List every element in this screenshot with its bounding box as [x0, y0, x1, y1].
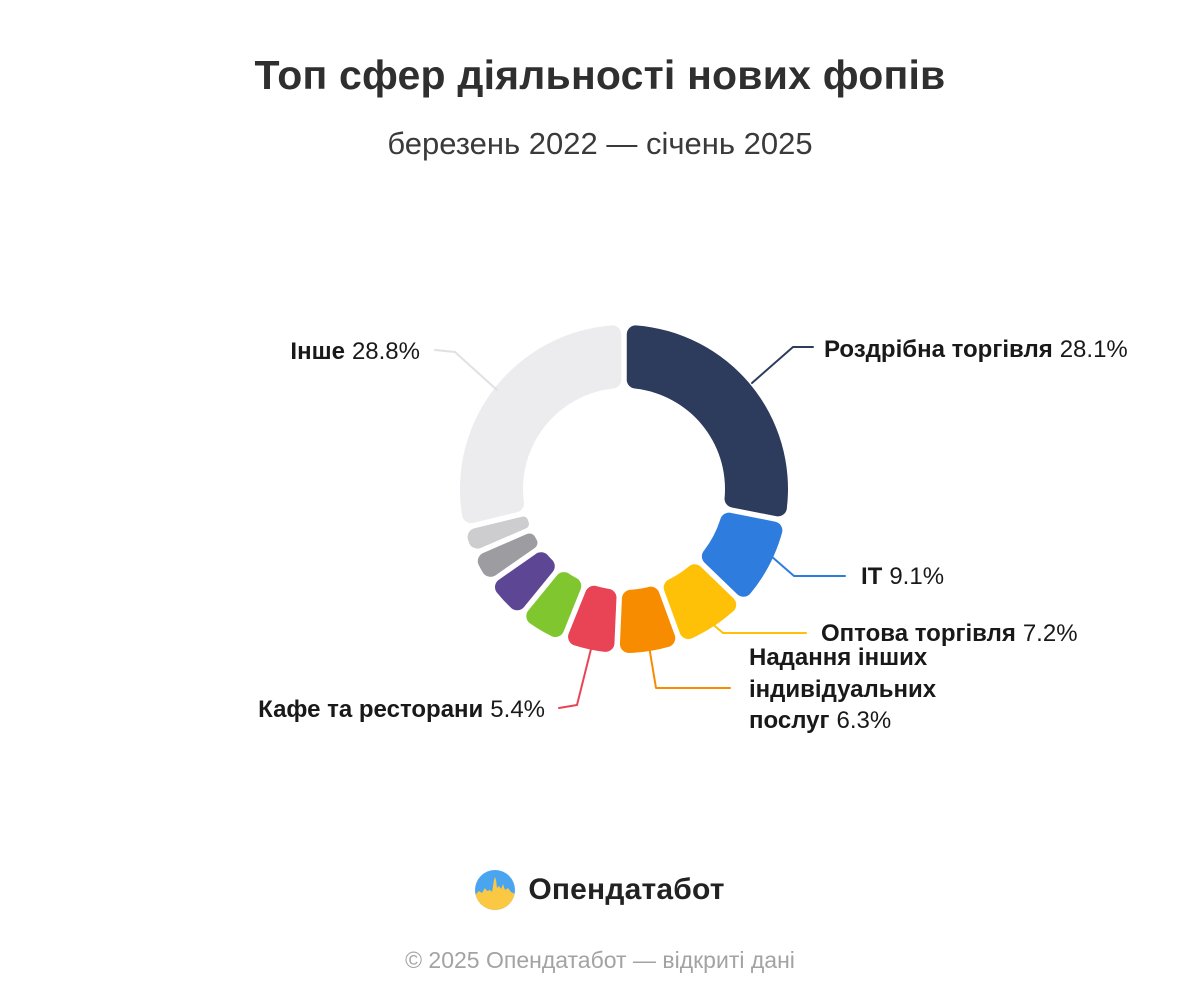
segment-value: 6.3% — [836, 707, 892, 735]
segment-name: Інше — [290, 338, 345, 365]
segment-label-retail: Роздрібна торгівля 28.1% — [824, 334, 1128, 366]
segment-name: Роздрібна торгівля — [824, 336, 1053, 363]
donut-segment-9 — [459, 325, 622, 524]
segment-name: Оптова торгівля — [821, 620, 1016, 647]
donut-segment-0 — [626, 325, 789, 517]
donut-segment-6 — [494, 552, 555, 611]
leader-line-1 — [762, 548, 846, 577]
segment-label-it: IT 9.1% — [861, 561, 944, 593]
opendatabot-logo-text: Опендатабот — [528, 873, 725, 906]
segment-label-individual-services: Надання інших індивідуальних послуг 6.3% — [749, 642, 987, 737]
donut-segment-1 — [701, 512, 783, 597]
segment-name: IT — [861, 563, 883, 590]
footer-copyright: © 2025 Опендатабот — відкриті дані — [405, 947, 795, 973]
donut-segment-3 — [619, 586, 676, 653]
segment-value: 9.1% — [889, 563, 945, 590]
leader-line-4 — [558, 648, 592, 709]
segment-name: Кафе та ресторани — [258, 696, 484, 723]
chart-title: Топ сфер діяльності нових фопів — [254, 52, 946, 98]
segment-value: 7.2% — [1022, 620, 1078, 647]
donut-segment-7 — [477, 533, 538, 577]
donut-segment-5 — [526, 572, 582, 637]
segment-name: Надання інших індивідуальних послуг — [749, 644, 937, 735]
segment-label-wholesale: Оптова торгівля 7.2% — [821, 618, 1078, 650]
donut-segment-4 — [568, 585, 617, 652]
leader-line-9 — [434, 349, 498, 391]
leader-line-2 — [702, 615, 807, 634]
segment-label-cafes: Кафе та ресторани 5.4% — [258, 694, 545, 726]
donut-segment-8 — [467, 516, 529, 549]
leader-line-3 — [648, 645, 731, 689]
segment-value: 28.1% — [1059, 336, 1128, 363]
segment-value: 5.4% — [490, 696, 545, 723]
opendatabot-logo: Опендатабот — [0, 870, 1200, 910]
segment-label-other: Інше 28.8% — [290, 336, 420, 368]
opendatabot-logo-icon — [475, 870, 516, 910]
chart-subtitle: березень 2022 — січень 2025 — [387, 126, 813, 161]
leader-line-0 — [751, 346, 814, 384]
donut-segment-2 — [663, 564, 737, 640]
segment-value: 28.8% — [351, 338, 420, 365]
